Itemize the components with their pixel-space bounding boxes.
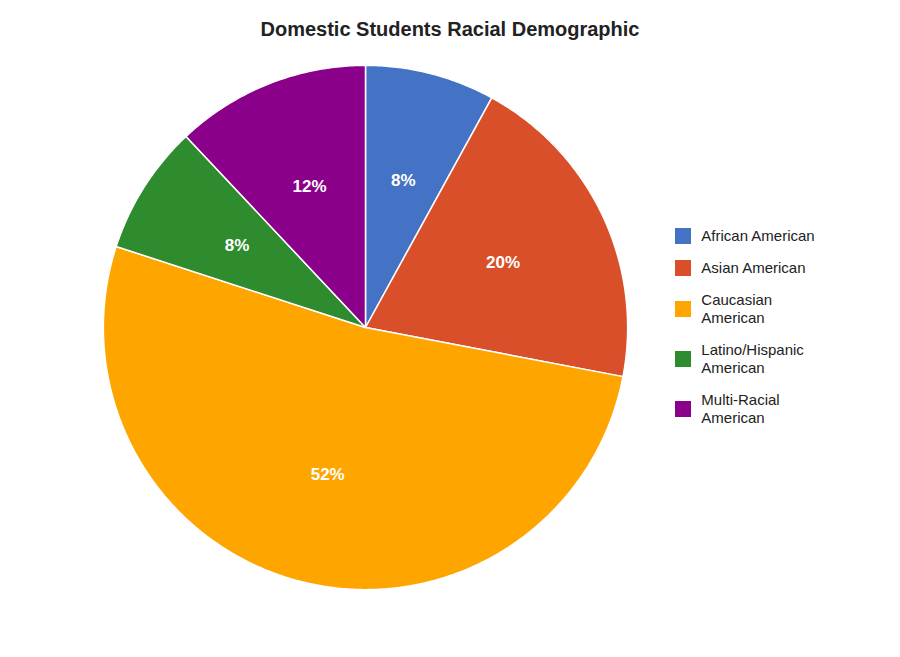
svg-text:52%: 52% (311, 465, 345, 484)
html-text:Multi-Racial American: Multi-Racial American (701, 391, 780, 426)
html-text:Latino/Hispanic American: Latino/Hispanic American (701, 341, 804, 376)
html-text:Domestic Students Racial Demog: Domestic Students Racial Demographic (260, 18, 640, 40)
html-text:Asian American: Asian American (701, 259, 806, 276)
html-text:African American: African American (701, 227, 815, 244)
svg-text:8%: 8% (225, 236, 250, 255)
svg-text:20%: 20% (486, 253, 520, 272)
html-text:Caucasian American: Caucasian American (701, 291, 773, 326)
svg-text:12%: 12% (293, 177, 327, 196)
svg-text:8%: 8% (391, 171, 416, 190)
